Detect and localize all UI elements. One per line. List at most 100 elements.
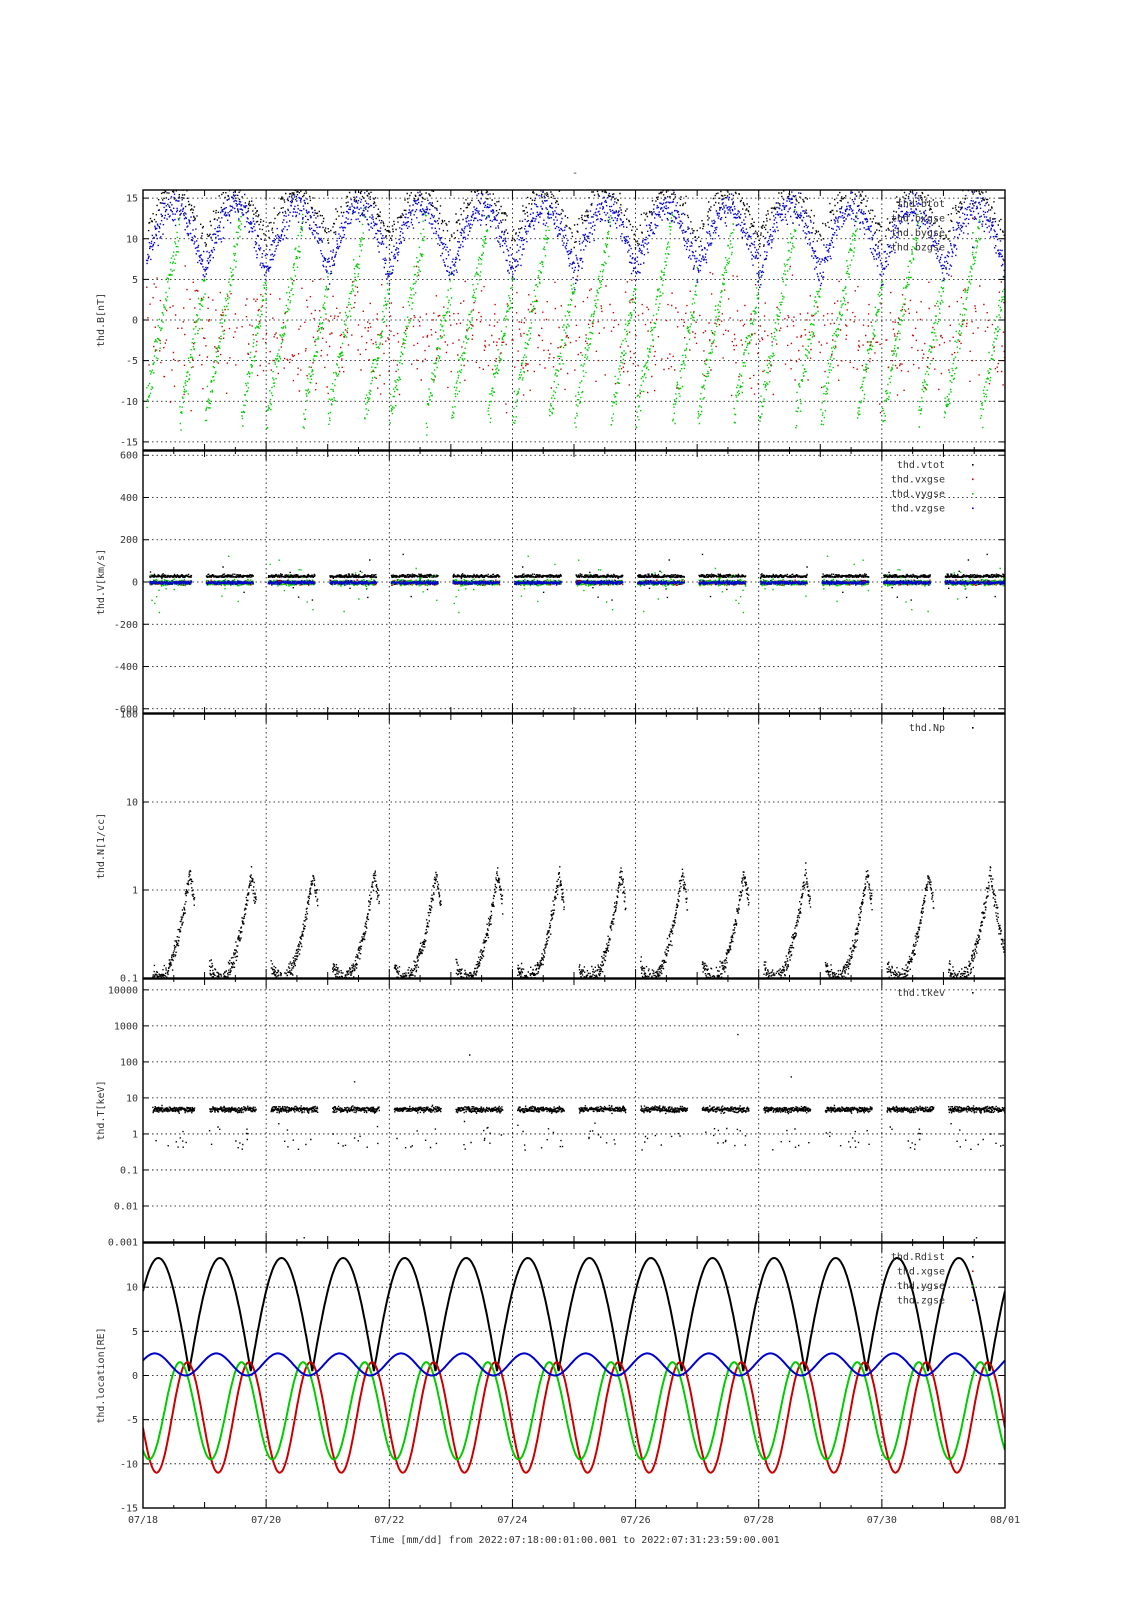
y-tick-label: -200 — [114, 620, 138, 631]
series-marks — [143, 1256, 1005, 1474]
y-tick-label: 0.01 — [114, 1201, 138, 1212]
y-axis-label: thd.T[keV] — [96, 1080, 107, 1140]
x-tick-label: 07/24 — [497, 1515, 527, 1526]
legend-marker — [972, 1299, 974, 1302]
panel-4: 0.001 0.01 0.1 1 10 100 1000 10000 thd.T[keV] thd… — [96, 978, 1006, 1249]
y-tick-label: 1 — [132, 1129, 138, 1140]
panel-1: -15 -10 -5 0 5 10 15 thd.B[nT] thd.btot thd.bxgse… — [96, 189, 1006, 451]
legend-entry: thd.btot — [897, 199, 945, 210]
y-tick-label: 0.1 — [120, 1165, 138, 1176]
legend-entry: thd.bxgse — [891, 214, 945, 225]
thd-tkev-points — [152, 1033, 1005, 1239]
legend-marker — [972, 727, 974, 729]
legend-marker — [972, 1285, 974, 1287]
y-tick-label: 10 — [126, 1093, 138, 1104]
panel-2: -600 -400 -200 0 200 400 600 thd.V[km/s] thd.vto… — [96, 450, 1006, 715]
y-tick-label: 0.001 — [108, 1238, 138, 1249]
legend-entry: thd.vtot — [897, 460, 945, 471]
y-tick-label: 600 — [120, 451, 138, 462]
series-marks — [152, 862, 1005, 978]
y-axis-label: thd.B[nT] — [96, 293, 107, 347]
y-tick-label: 10 — [126, 798, 138, 809]
thd-Np-points — [152, 862, 1005, 978]
thd-Rdist-line — [143, 1256, 1005, 1372]
y-tick-label: -10 — [120, 397, 138, 408]
y-tick-label: 10 — [126, 234, 138, 245]
y-tick-label: 10000 — [108, 985, 138, 996]
y-tick-label: 100 — [120, 1057, 138, 1068]
x-tick-label: 07/28 — [744, 1515, 774, 1526]
legend-marker — [972, 507, 974, 510]
y-axis-label: thd.location[RE] — [96, 1327, 107, 1423]
figure-title: - — [572, 168, 578, 179]
legend-marker — [972, 478, 974, 481]
y-tick-label: -400 — [114, 662, 138, 673]
legend-entry: thd.bzgse — [891, 243, 945, 254]
panel-frame — [142, 713, 1006, 979]
panel-5: -15 -10 -5 0 5 10 thd.location[RE] thd.Rdist thd… — [96, 1242, 1006, 1515]
y-tick-label: 200 — [120, 535, 138, 546]
thd-ygse-line — [143, 1361, 1005, 1461]
y-tick-label: 0 — [132, 578, 138, 589]
thd-btot-points — [147, 190, 1005, 249]
thd-vtot-points — [149, 553, 1005, 601]
panels-group: -15-10-5051015thd.B[nT]thd.btotthd.bxgse… — [96, 189, 1020, 1526]
panel-frame — [142, 1242, 1006, 1509]
legend-entry: thd.Rdist — [891, 1252, 945, 1263]
y-tick-label: -5 — [126, 356, 138, 367]
x-tick-label: 07/18 — [128, 1515, 158, 1526]
y-tick-label: -15 — [120, 437, 138, 448]
legend-marker — [972, 246, 974, 249]
y-tick-label: -15 — [120, 1504, 138, 1515]
x-tick-label: 07/30 — [867, 1515, 897, 1526]
legend-entry: thd.zgse — [897, 1296, 945, 1307]
y-axis-label: thd.N[1/cc] — [96, 813, 107, 879]
thd-zgse-line — [143, 1352, 1005, 1377]
legend-entry: thd.Np — [909, 723, 945, 734]
series-marks — [149, 553, 1005, 614]
legend-marker — [972, 232, 974, 234]
y-tick-label: -5 — [126, 1415, 138, 1426]
legend-entry: thd.tkev — [897, 988, 945, 999]
panel-frame — [142, 978, 1006, 1243]
y-tick-label: 0 — [132, 316, 138, 327]
x-tick-label: 07/20 — [251, 1515, 281, 1526]
legend-entry: thd.bygse — [891, 228, 945, 239]
legend-marker — [972, 217, 974, 220]
y-tick-label: 0.1 — [120, 974, 138, 985]
legend-entry: thd.vygse — [891, 489, 945, 500]
panel-frame — [142, 450, 1006, 714]
y-tick-label: -600 — [114, 704, 138, 715]
y-axis-label: thd.V[km/s] — [96, 549, 107, 615]
y-tick-label: 15 — [126, 194, 138, 205]
legend-marker — [972, 1270, 974, 1273]
y-tick-label: 1 — [132, 886, 138, 897]
legend-entry: thd.vzgse — [891, 504, 945, 515]
legend-marker — [972, 203, 974, 205]
series-marks — [146, 190, 1005, 436]
legend-entry: thd.ygse — [897, 1281, 945, 1292]
y-tick-label: 5 — [132, 275, 138, 286]
y-tick-label: 1000 — [114, 1021, 138, 1032]
panel-frame — [142, 189, 1006, 451]
y-tick-label: 10 — [126, 1283, 138, 1294]
thd-vzgse-points — [149, 580, 1005, 586]
y-tick-label: 0 — [132, 1371, 138, 1382]
y-tick-label: 5 — [132, 1327, 138, 1338]
thd-bxgse-points — [146, 265, 1005, 414]
thd-xgse-line — [143, 1361, 1005, 1474]
legend-marker — [972, 464, 974, 466]
x-tick-label: 07/22 — [374, 1515, 404, 1526]
legend-entry: thd.vxgse — [891, 475, 945, 486]
time-axis-label: Time [mm/dd] from 2022:07:18:00:01:00.00… — [370, 1535, 779, 1546]
legend-marker — [972, 493, 974, 495]
legend-marker — [972, 992, 974, 994]
legend-marker — [972, 1256, 974, 1258]
thd-bzgse-points — [146, 190, 1005, 291]
y-tick-label: 100 — [120, 710, 138, 721]
x-tick-label: 08/01 — [990, 1515, 1020, 1526]
x-tick-label: 07/26 — [621, 1515, 651, 1526]
panel-3: 0.1 1 10 100 thd.N[1/cc] thd.Np — [96, 710, 1006, 985]
legend-entry: thd.xgse — [897, 1267, 945, 1278]
